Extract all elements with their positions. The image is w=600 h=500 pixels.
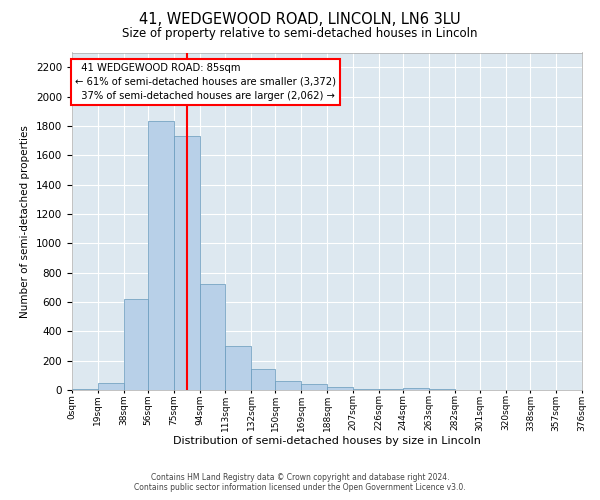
Text: 41, WEDGEWOOD ROAD, LINCOLN, LN6 3LU: 41, WEDGEWOOD ROAD, LINCOLN, LN6 3LU	[139, 12, 461, 28]
Text: Size of property relative to semi-detached houses in Lincoln: Size of property relative to semi-detach…	[122, 28, 478, 40]
Y-axis label: Number of semi-detached properties: Number of semi-detached properties	[20, 125, 31, 318]
Bar	[225, 346, 251, 390]
Text: 41 WEDGEWOOD ROAD: 85sqm
← 61% of semi-detached houses are smaller (3,372)
  37%: 41 WEDGEWOOD ROAD: 85sqm ← 61% of semi-d…	[75, 63, 336, 101]
Bar	[251, 370, 275, 390]
Bar	[199, 284, 225, 390]
Bar	[98, 382, 124, 390]
Bar	[301, 384, 327, 390]
Bar	[148, 122, 174, 390]
Bar	[327, 387, 353, 390]
X-axis label: Distribution of semi-detached houses by size in Lincoln: Distribution of semi-detached houses by …	[173, 436, 481, 446]
Bar	[174, 136, 199, 390]
Bar	[403, 388, 429, 390]
Bar	[124, 299, 148, 390]
Text: Contains HM Land Registry data © Crown copyright and database right 2024.
Contai: Contains HM Land Registry data © Crown c…	[134, 473, 466, 492]
Bar	[353, 388, 379, 390]
Bar	[72, 388, 98, 390]
Bar	[275, 381, 301, 390]
